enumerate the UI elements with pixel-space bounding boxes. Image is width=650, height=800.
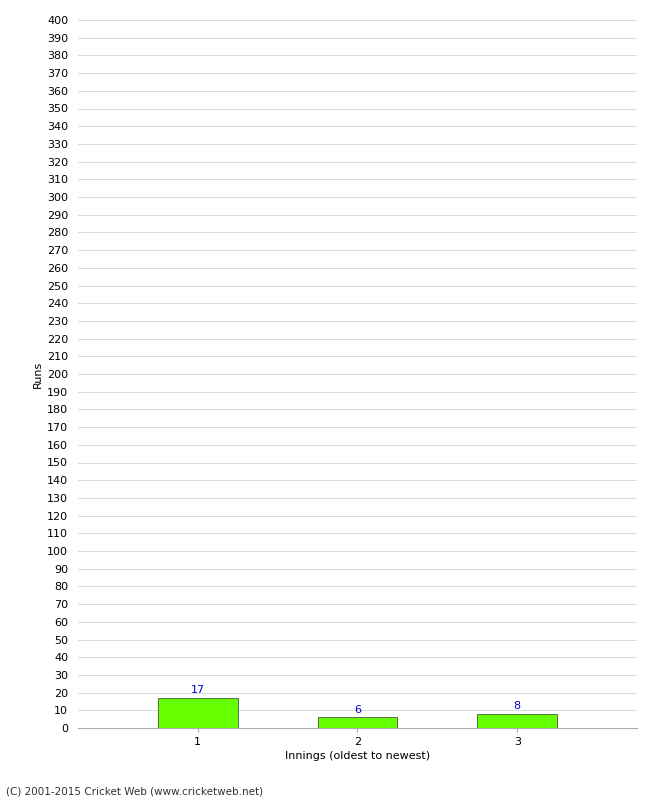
Text: 17: 17 (190, 686, 205, 695)
Text: 8: 8 (514, 701, 521, 711)
Bar (318, 718, 397, 728)
Y-axis label: Runs: Runs (33, 360, 43, 388)
Bar (158, 698, 238, 728)
Text: 6: 6 (354, 705, 361, 714)
Bar (477, 714, 557, 728)
Text: (C) 2001-2015 Cricket Web (www.cricketweb.net): (C) 2001-2015 Cricket Web (www.cricketwe… (6, 786, 264, 796)
X-axis label: Innings (oldest to newest): Innings (oldest to newest) (285, 751, 430, 761)
